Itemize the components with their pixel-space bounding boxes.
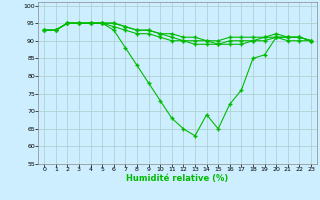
X-axis label: Humidité relative (%): Humidité relative (%) (126, 174, 229, 183)
